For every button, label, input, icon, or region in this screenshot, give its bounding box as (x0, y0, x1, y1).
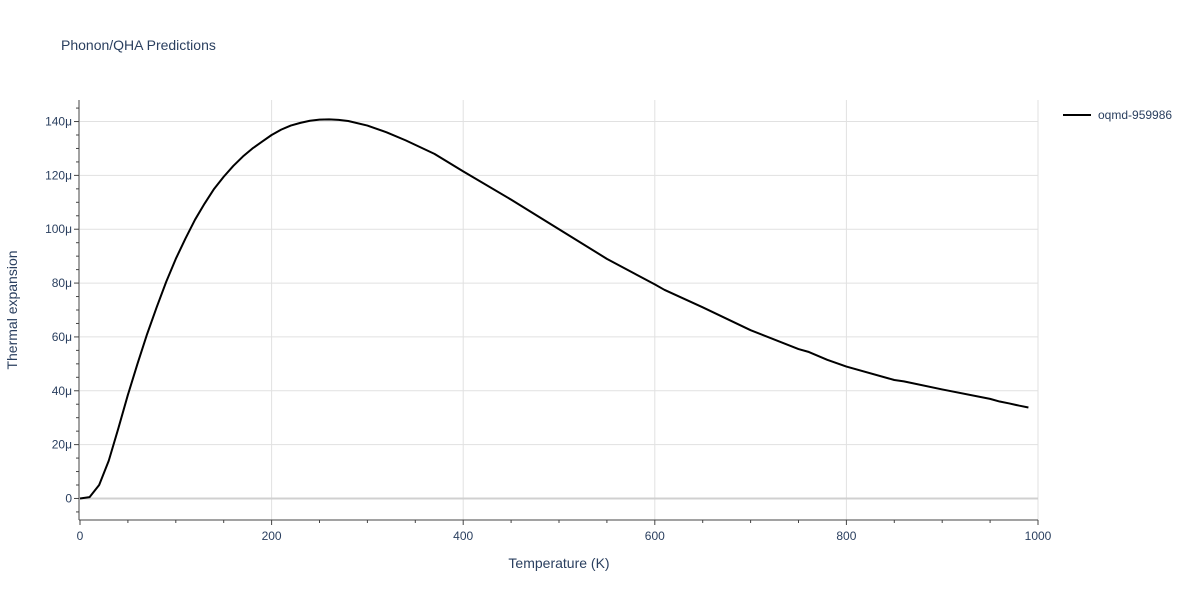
y-axis-title: Thermal expansion (4, 250, 20, 369)
series-layer (79, 118, 1029, 500)
x-tick-label: 1000 (1025, 529, 1052, 543)
y-tick-label: 120μ (45, 168, 72, 182)
x-tick-label: 600 (645, 529, 665, 543)
y-tick-label: 80μ (52, 276, 72, 290)
x-tick-label: 0 (77, 529, 84, 543)
x-tick-label: 400 (453, 529, 473, 543)
grid-lines (80, 100, 1039, 520)
legend-label[interactable]: oqmd-959986 (1098, 108, 1172, 122)
y-tick-label: 100μ (45, 222, 72, 236)
x-tick-label: 800 (836, 529, 856, 543)
y-tick-label: 20μ (52, 438, 72, 452)
x-tick-label: 200 (262, 529, 282, 543)
series-line (79, 118, 1029, 500)
axes (74, 100, 1039, 525)
tick-labels: 0 200 400 600 800 1000 0 20μ 40μ 60μ 80μ 100μ 120μ 14… (45, 115, 1052, 543)
y-tick-label: 40μ (52, 384, 72, 398)
y-tick-label: 60μ (52, 330, 72, 344)
x-axis-title: Temperature (K) (508, 555, 609, 571)
y-tick-label: 140μ (45, 115, 72, 129)
chart-title: Phonon/QHA Predictions (61, 37, 216, 53)
legend[interactable]: oqmd-959986 (1063, 108, 1172, 122)
y-tick-label: 0 (65, 491, 72, 505)
